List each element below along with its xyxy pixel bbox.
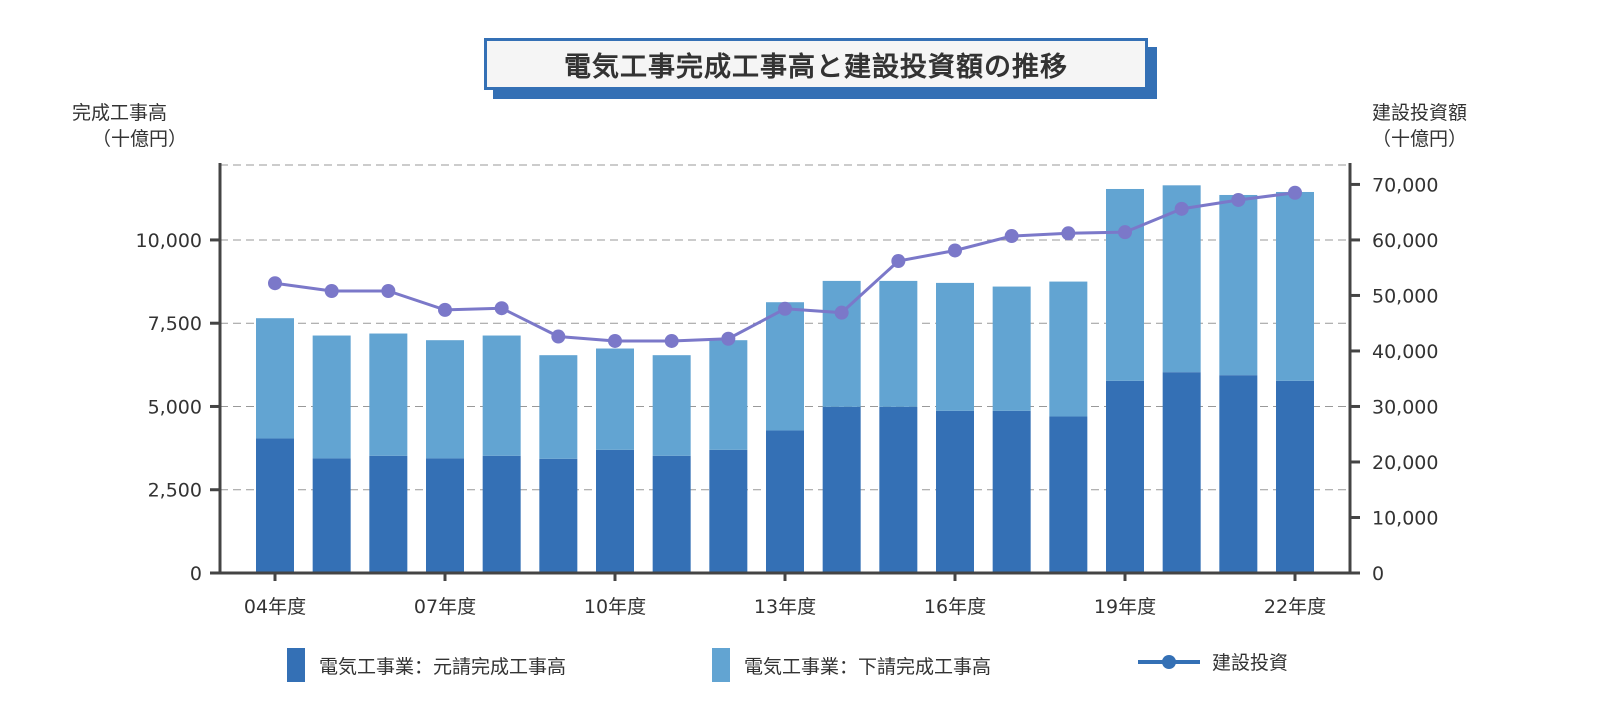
right-tick-label: 60,000	[1372, 230, 1438, 252]
bar-sub	[1162, 185, 1201, 373]
legend-item-sub: 電気工事業：下請完成工事高	[712, 648, 991, 682]
right-tick-label: 20,000	[1372, 452, 1438, 474]
left-axis-title: 完成工事高 （十億円）	[72, 100, 187, 152]
legend-label: 電気工事業：下請完成工事高	[744, 655, 992, 678]
bar-sub	[1049, 281, 1088, 417]
legend-item-prime: 電気工事業：元請完成工事高	[287, 648, 566, 682]
bar-prime	[1219, 375, 1258, 573]
bar-sub	[1219, 194, 1258, 376]
right-tick-label: 40,000	[1372, 341, 1438, 363]
x-tick-label: 04年度	[244, 596, 306, 618]
right-axis-title: 建設投資額 （十億円）	[1372, 100, 1467, 152]
x-tick-label: 13年度	[754, 596, 816, 618]
bar-sub	[539, 355, 578, 459]
x-tick-label: 16年度	[924, 596, 986, 618]
bar-prime	[369, 455, 408, 573]
bar-prime	[539, 458, 578, 573]
right-axis-title-line2: （十億円）	[1372, 128, 1468, 150]
investment-point	[1004, 229, 1019, 244]
left-tick-label: 2,500	[148, 480, 202, 502]
right-tick-label: 70,000	[1372, 174, 1438, 196]
investment-point	[1174, 201, 1189, 216]
left-tick-label: 5,000	[148, 396, 202, 418]
x-tick-label: 07年度	[414, 596, 476, 618]
legend-item-investment: 建設投資	[1138, 648, 1288, 675]
bar-sub	[426, 340, 464, 459]
investment-point	[664, 333, 679, 348]
right-tick-label: 10,000	[1372, 507, 1438, 529]
bar-prime	[766, 430, 804, 573]
investment-point	[268, 276, 282, 291]
bar-prime	[879, 406, 918, 573]
left-tick-label: 7,500	[148, 313, 202, 335]
investment-point	[551, 329, 566, 344]
legend-label: 建設投資	[1212, 652, 1289, 674]
bar-prime	[482, 455, 521, 573]
left-tick-label: 0	[190, 563, 202, 585]
x-tick-label: 19年度	[1094, 596, 1156, 618]
investment-point	[721, 331, 736, 346]
investment-point	[834, 305, 849, 320]
bar-prime	[256, 438, 294, 573]
investment-point	[1231, 192, 1246, 207]
investment-point	[1061, 226, 1076, 241]
bar-sub	[312, 335, 351, 459]
bar-prime	[652, 455, 691, 573]
bar-sub	[482, 335, 521, 456]
right-axis-title-line1: 建設投資額	[1372, 102, 1468, 124]
left-tick-label: 10,000	[136, 230, 202, 252]
bar-sub	[652, 355, 691, 456]
investment-point	[381, 284, 396, 299]
bar-prime	[822, 406, 861, 573]
bar-sub	[936, 282, 974, 411]
bar-sub	[596, 348, 634, 450]
x-tick-label: 10年度	[584, 596, 646, 618]
bar-sub	[709, 340, 748, 450]
bar-sub	[369, 333, 408, 456]
left-axis-title-line2: （十億円）	[92, 128, 188, 150]
bar-prime	[936, 410, 974, 573]
investment-point	[608, 333, 622, 348]
bar-prime	[709, 449, 748, 573]
bar-sub	[879, 280, 918, 407]
legend-label: 電気工事業：元請完成工事高	[319, 655, 567, 678]
investment-point	[948, 243, 962, 258]
investment-point	[324, 284, 339, 299]
bar-prime	[426, 458, 464, 573]
chart-title: 電気工事完成工事高と建設投資額の推移	[484, 38, 1148, 90]
legend-swatch	[712, 648, 730, 682]
bar-prime	[1162, 372, 1201, 573]
bar-sub	[766, 302, 804, 431]
bar-prime	[1276, 380, 1314, 573]
bar-prime	[1049, 416, 1088, 573]
bar-prime	[312, 458, 351, 573]
x-tick-label: 22年度	[1264, 596, 1326, 618]
investment-point	[778, 301, 792, 316]
right-tick-label: 30,000	[1372, 396, 1438, 418]
legend-swatch	[287, 648, 305, 682]
legend-line-marker-icon	[1138, 654, 1200, 669]
bar-sub	[1106, 188, 1144, 381]
bar-prime	[1106, 380, 1144, 573]
bar-prime	[992, 410, 1031, 573]
right-tick-label: 50,000	[1372, 285, 1438, 307]
investment-point	[438, 302, 452, 317]
bar-prime	[596, 449, 634, 573]
investment-point	[891, 254, 906, 269]
investment-point	[494, 301, 509, 316]
bar-sub	[1276, 191, 1314, 381]
investment-point	[1288, 185, 1302, 200]
left-axis-title-line1: 完成工事高	[72, 102, 168, 124]
right-tick-label: 0	[1372, 563, 1384, 585]
bar-sub	[256, 318, 294, 439]
bar-sub	[992, 286, 1031, 411]
investment-point	[1118, 225, 1132, 240]
